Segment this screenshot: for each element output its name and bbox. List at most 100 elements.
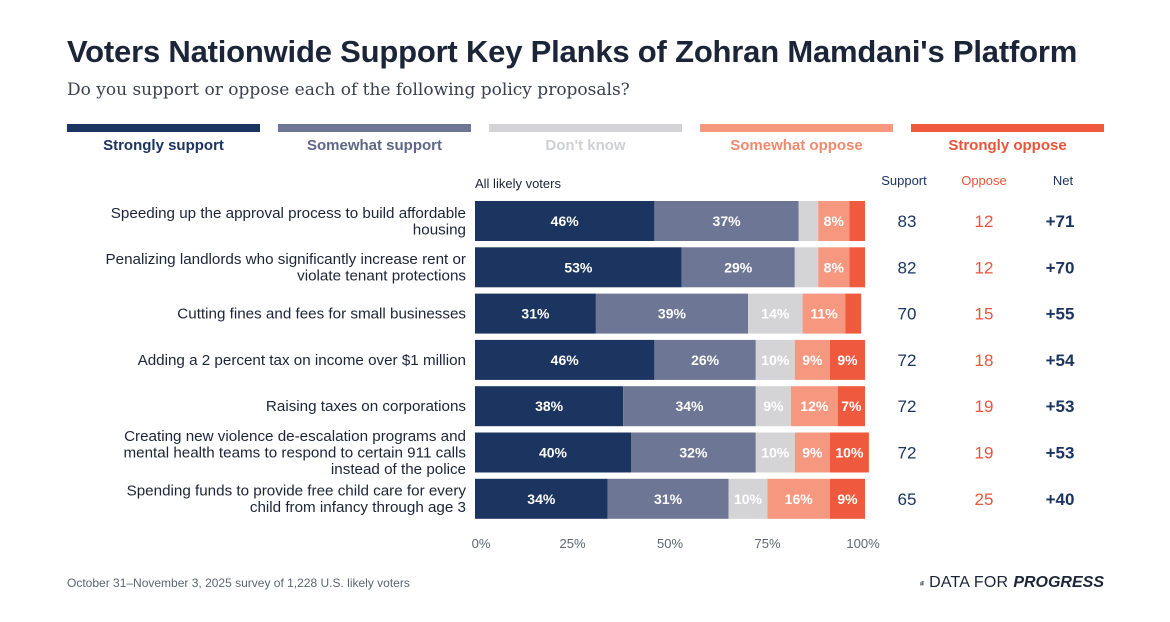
bar-segment (794, 432, 830, 473)
logo-progress-text: PROGRESS (1013, 574, 1104, 591)
net-value: +70 (1046, 258, 1075, 277)
stacked-bar-chart: All likely voters Support Oppose Net Speedin… (106, 173, 1075, 551)
oppose-value: 25 (975, 490, 994, 509)
category-label: mental health teams to respond to certai… (124, 445, 467, 462)
category-label: Adding a 2 percent tax on income over $1… (138, 352, 466, 369)
net-value: +54 (1046, 351, 1075, 370)
bar-value-label: 37% (713, 213, 742, 229)
bar-segment (631, 432, 756, 473)
support-value: 72 (898, 444, 917, 463)
bar-segment (755, 339, 795, 380)
bar-value-label: 34% (527, 491, 556, 507)
bar-value-label: 39% (658, 306, 687, 322)
bar-segment (755, 386, 791, 427)
group-label: All likely voters (475, 176, 561, 191)
category-label: violate tenant protections (297, 268, 466, 285)
bar-segment (794, 247, 819, 288)
legend-label: Strongly oppose (948, 137, 1067, 154)
legend-item-somewhat-oppose: Somewhat oppose (700, 124, 893, 154)
oppose-value: 12 (975, 258, 994, 277)
bar-segment (748, 293, 803, 334)
oppose-value: 18 (975, 351, 994, 370)
bar-segment (829, 339, 865, 380)
bar-value-label: 40% (539, 445, 568, 461)
bar-value-label: 10% (835, 445, 864, 461)
category-label: Penalizing landlords who significantly i… (106, 251, 466, 268)
support-value: 72 (898, 397, 917, 416)
bar-segment (818, 201, 850, 241)
oppose-value: 19 (975, 444, 994, 463)
x-tick-label: 75% (754, 536, 780, 551)
bar-value-label: 7% (841, 398, 862, 414)
x-tick-label: 0% (472, 536, 491, 551)
legend-item-somewhat-support: Somewhat support (278, 124, 471, 154)
support-value: 83 (898, 212, 917, 231)
bar-value-label: 8% (824, 213, 845, 229)
bar-segment (767, 478, 830, 519)
oppose-value: 19 (975, 397, 994, 416)
support-value: 65 (898, 490, 917, 509)
category-label: Speeding up the approval process to buil… (111, 205, 466, 222)
legend-swatch (489, 124, 682, 132)
category-label: instead of the police (331, 461, 466, 478)
bar-segment (728, 478, 768, 519)
bar-segment (475, 247, 682, 288)
oppose-value: 12 (975, 212, 994, 231)
bar-value-label: 9% (802, 352, 823, 368)
bar-segment (475, 339, 655, 380)
legend-item-strongly-oppose: Strongly oppose (911, 124, 1104, 154)
bar-value-label: 26% (691, 352, 720, 368)
legend-label: Strongly support (103, 137, 224, 154)
net-value: +53 (1046, 444, 1075, 463)
bar-value-label: 38% (535, 398, 564, 414)
net-value: +53 (1046, 397, 1075, 416)
bar-segment (654, 201, 799, 241)
bar-value-label: 16% (785, 491, 814, 507)
chart-subtitle: Do you support or oppose each of the fol… (67, 80, 630, 100)
bar-segment (475, 478, 608, 519)
bar-segment (802, 293, 846, 334)
category-label: Raising taxes on corporations (266, 398, 466, 415)
bar-segment (681, 247, 795, 288)
bar-value-label: 34% (675, 398, 704, 414)
bar-value-label: 46% (551, 352, 580, 368)
legend-label: Don't know (545, 137, 626, 154)
bar-value-label: 10% (734, 491, 763, 507)
bar-value-label: 9% (802, 445, 823, 461)
oppose-value: 15 (975, 305, 994, 324)
bar-segment (475, 201, 655, 241)
bar-segment (654, 339, 756, 380)
support-value: 82 (898, 258, 917, 277)
support-header: Support (881, 173, 927, 188)
survey-footnote: October 31–November 3, 2025 survey of 1,… (67, 576, 410, 590)
support-value: 72 (898, 351, 917, 370)
category-label: Cutting fines and fees for small busines… (177, 306, 466, 323)
bar-segment (475, 386, 624, 427)
x-tick-label: 25% (559, 536, 585, 551)
bar-value-label: 29% (724, 259, 753, 275)
bar-segment (794, 339, 830, 380)
legend-label: Somewhat oppose (730, 137, 863, 154)
x-tick-label: 100% (846, 536, 880, 551)
bar-value-label: 32% (679, 445, 708, 461)
bar-value-label: 9% (837, 352, 858, 368)
net-value: +71 (1046, 212, 1075, 231)
oppose-header: Oppose (961, 173, 1007, 188)
bar-segment (798, 201, 819, 241)
category-label: child from infancy through age 3 (250, 499, 466, 516)
bar-segment (475, 293, 596, 334)
bar-value-label: 9% (763, 398, 784, 414)
net-value: +55 (1046, 305, 1075, 324)
category-label: housing (413, 221, 466, 238)
data-for-progress-logo: DATA FOR PROGRESS (920, 572, 1104, 594)
net-value: +40 (1046, 490, 1075, 509)
legend-swatch (700, 124, 893, 132)
legend-swatch (278, 124, 471, 132)
legend-swatch (67, 124, 260, 132)
bar-value-label: 10% (761, 352, 790, 368)
bar-segment (837, 386, 865, 427)
bar-value-label: 14% (761, 306, 790, 322)
bar-segment (475, 432, 631, 473)
bar-value-label: 53% (564, 259, 593, 275)
legend: Strongly support Somewhat support Don't … (67, 124, 1104, 158)
